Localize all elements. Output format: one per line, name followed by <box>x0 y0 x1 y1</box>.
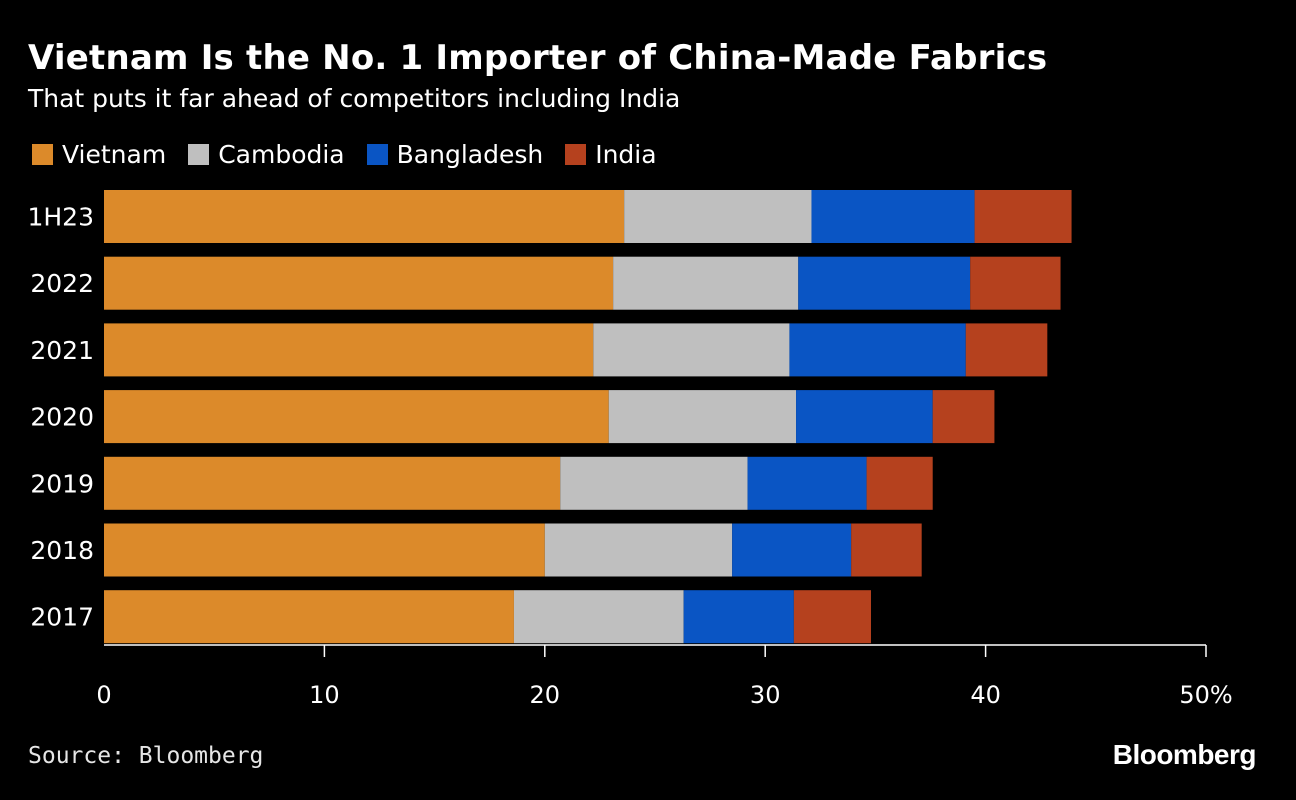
y-tick-label-1h23: 1H23 <box>27 203 94 232</box>
legend-swatch-india <box>565 144 587 165</box>
bar-cambodia-2019 <box>560 456 748 510</box>
x-tick-label-40: 40 <box>970 681 1001 709</box>
legend-item-cambodia: Cambodia <box>188 140 345 169</box>
bar-india-2020 <box>932 390 995 444</box>
chart-subtitle: That puts it far ahead of competitors in… <box>28 84 681 113</box>
bar-bangladesh-2020 <box>796 390 933 444</box>
y-tick-label-2018: 2018 <box>30 536 94 565</box>
bar-cambodia-2017 <box>513 590 684 644</box>
y-tick-label-2017: 2017 <box>30 603 94 632</box>
bar-bangladesh-1h23 <box>811 190 975 243</box>
bar-cambodia-2021 <box>593 323 790 377</box>
chart-legend: Vietnam Cambodia Bangladesh India <box>32 140 679 169</box>
bloomberg-logo: Bloomberg <box>1112 739 1257 770</box>
legend-label-bangladesh: Bangladesh <box>396 140 544 169</box>
x-tick-label-20: 20 <box>530 681 561 709</box>
y-tick-label-2022: 2022 <box>30 269 94 298</box>
bar-india-2017 <box>793 590 871 644</box>
y-tick-label-2019: 2019 <box>30 469 94 498</box>
bar-cambodia-1h23 <box>624 190 812 243</box>
legend-label-india: India <box>595 140 657 169</box>
bar-india-2019 <box>866 456 933 510</box>
bar-india-2018 <box>851 523 922 577</box>
legend-item-india: India <box>565 140 657 169</box>
legend-swatch-cambodia <box>188 144 210 165</box>
bar-india-1h23 <box>974 190 1072 243</box>
bar-vietnam-2019 <box>104 456 561 510</box>
bar-vietnam-2021 <box>104 323 594 377</box>
legend-item-vietnam: Vietnam <box>32 140 166 169</box>
legend-label-cambodia: Cambodia <box>218 140 345 169</box>
legend-label-vietnam: Vietnam <box>62 140 167 169</box>
bar-bangladesh-2022 <box>798 256 971 310</box>
bar-vietnam-2017 <box>104 590 514 644</box>
y-tick-label-2021: 2021 <box>30 336 94 365</box>
y-tick-label-2020: 2020 <box>30 403 94 432</box>
bar-vietnam-1h23 <box>104 190 625 243</box>
bar-bangladesh-2017 <box>683 590 794 644</box>
bar-bangladesh-2018 <box>732 523 852 577</box>
x-tick-label-10: 10 <box>309 681 340 709</box>
bar-cambodia-2018 <box>544 523 733 577</box>
source-note: Source: Bloomberg <box>28 743 264 769</box>
bar-vietnam-2020 <box>104 390 609 444</box>
chart-title: Vietnam Is the No. 1 Importer of China-M… <box>28 38 1048 78</box>
bar-india-2022 <box>970 256 1061 310</box>
bar-bangladesh-2019 <box>747 456 867 510</box>
x-tick-label-0: 0 <box>96 681 111 709</box>
bar-vietnam-2018 <box>104 523 545 577</box>
bar-cambodia-2022 <box>613 256 799 310</box>
x-tick-label-50-: 50% <box>1179 681 1232 709</box>
legend-swatch-vietnam <box>32 144 53 165</box>
bar-cambodia-2020 <box>608 390 797 444</box>
x-tick-label-30: 30 <box>750 681 781 709</box>
legend-swatch-bangladesh <box>366 144 388 165</box>
bar-india-2021 <box>965 323 1048 377</box>
legend-item-bangladesh: Bangladesh <box>366 140 544 169</box>
bar-vietnam-2022 <box>104 256 614 310</box>
bar-bangladesh-2021 <box>789 323 966 377</box>
